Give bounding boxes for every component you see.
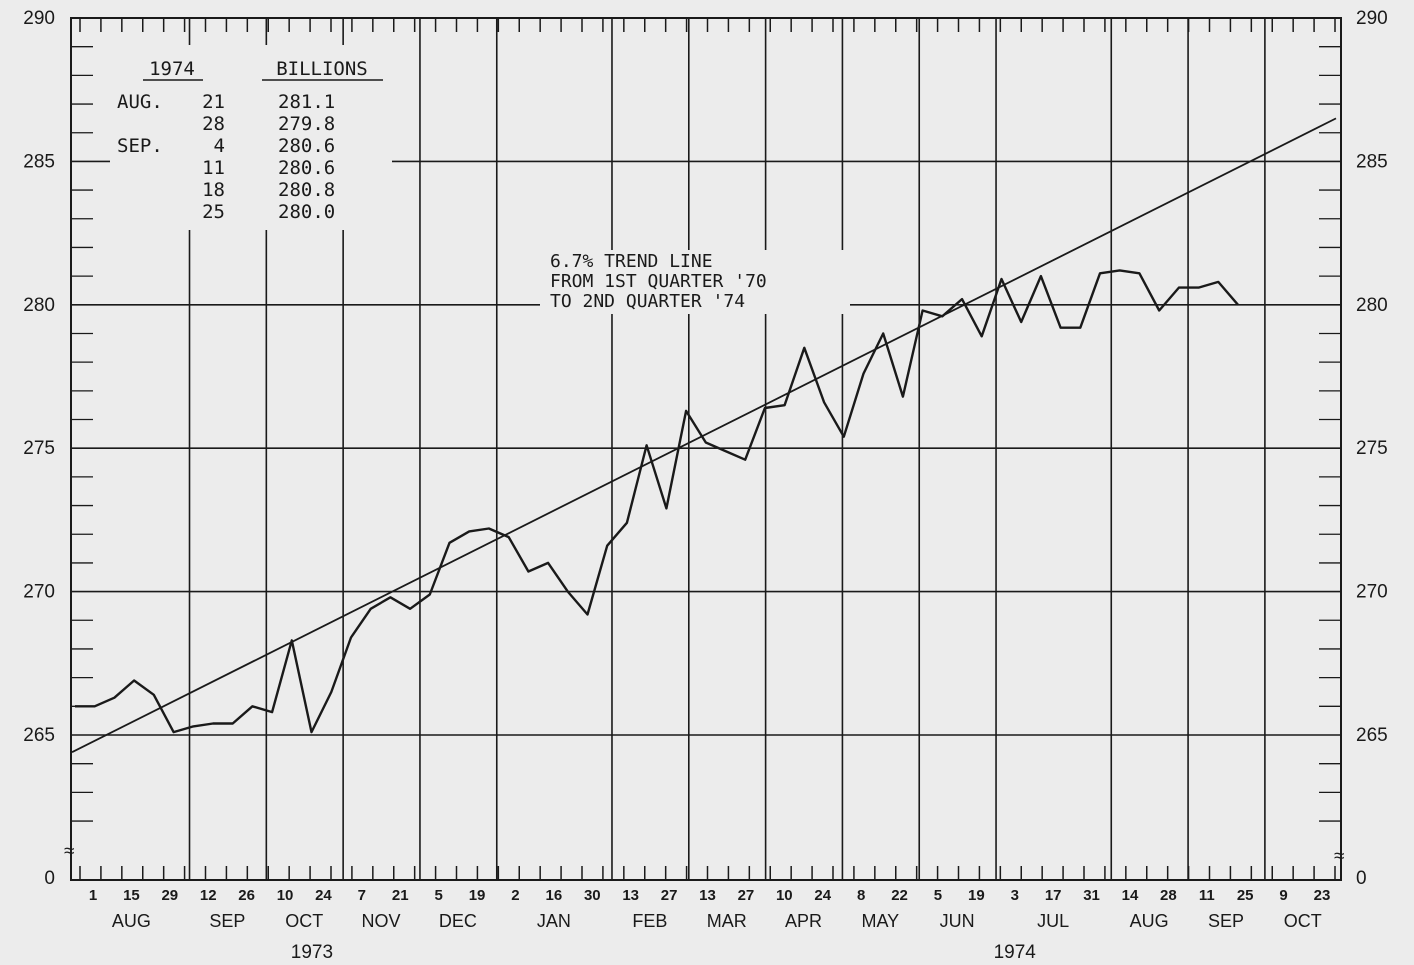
- series-line-trend: [71, 117, 1337, 754]
- table-row-month: AUG.: [117, 91, 163, 113]
- table-header-unit: BILLIONS: [276, 58, 368, 80]
- table-row-value: 279.8: [278, 113, 335, 135]
- x-tick-label: 13: [699, 887, 716, 904]
- series-line-money-stock: [75, 269, 1239, 734]
- x-month-label: JUN: [940, 911, 975, 931]
- x-tick-label: 16: [546, 887, 563, 904]
- x-tick-label: 24: [814, 887, 831, 904]
- x-tick-label: 5: [434, 887, 442, 904]
- x-month-label: APR: [785, 911, 822, 931]
- x-tick-label: 19: [968, 887, 985, 904]
- x-tick-label: 22: [891, 887, 908, 904]
- x-month-label: OCT: [285, 911, 323, 931]
- x-month-label: FEB: [632, 911, 667, 931]
- x-tick-label: 30: [584, 887, 601, 904]
- y-tick-label-right: 0: [1356, 868, 1367, 889]
- y-tick-label-right: 285: [1356, 151, 1388, 172]
- x-tick-label: 10: [776, 887, 793, 904]
- x-month-label: OCT: [1284, 911, 1322, 931]
- axis-break-left: ≈: [64, 841, 74, 862]
- data-table: 1974 BILLIONS AUG. 21 281.1 28 279.8 SEP. 4 280.6…: [117, 58, 383, 223]
- table-row-value: 280.6: [278, 135, 335, 157]
- table-row-value: 281.1: [278, 91, 335, 113]
- table-row-day: 25: [202, 201, 225, 223]
- x-tick-label: 13: [622, 887, 639, 904]
- x-tick-label: 23: [1314, 887, 1331, 904]
- table-row-day: 21: [202, 91, 225, 113]
- x-tick-label: 29: [161, 887, 178, 904]
- x-tick-label: 25: [1237, 887, 1254, 904]
- x-month-label: MAR: [707, 911, 747, 931]
- x-tick-label: 10: [277, 887, 294, 904]
- y-tick-label-left: 275: [23, 438, 55, 459]
- x-tick-label: 14: [1122, 887, 1139, 904]
- x-tick-label: 28: [1160, 887, 1177, 904]
- x-tick-label: 27: [661, 887, 678, 904]
- y-tick-label-right: 280: [1356, 295, 1388, 316]
- x-month-label: JUL: [1037, 911, 1069, 931]
- x-tick-label: 31: [1083, 887, 1100, 904]
- x-tick-label: 5: [934, 887, 942, 904]
- x-tick-label: 9: [1279, 887, 1287, 904]
- table-mask: [110, 45, 392, 230]
- x-month-label: AUG: [112, 911, 151, 931]
- x-tick-label: 7: [358, 887, 366, 904]
- table-row-value: 280.6: [278, 157, 335, 179]
- y-tick-label-left: 270: [23, 582, 55, 603]
- grid: [71, 18, 1341, 880]
- y-tick-label-right: 290: [1356, 8, 1388, 29]
- table-row-value: 280.0: [278, 201, 335, 223]
- series-group: [71, 117, 1337, 754]
- x-axis-labels: 1 15 29 12 26 10 24 7 21 5 19 2 16 30 13 27 13 27 10 24 8 22 5…: [89, 887, 1331, 963]
- table-row-value: 280.8: [278, 179, 335, 201]
- x-tick-label: 24: [315, 887, 332, 904]
- y-tick-label-left: 280: [23, 295, 55, 316]
- x-month-label: SEP: [209, 911, 245, 931]
- y-axis-labels: 290 290 285 285 280 280 275 275 270 270 265 265 0 0 ≈ ≈: [23, 8, 1387, 889]
- table-header-year: 1974: [149, 58, 195, 80]
- y-tick-label-left: 285: [23, 151, 55, 172]
- x-month-label: MAY: [861, 911, 899, 931]
- x-tick-label: 19: [469, 887, 486, 904]
- table-background: [110, 45, 392, 230]
- y-tick-label-right: 265: [1356, 725, 1388, 746]
- y-tick-label-right: 275: [1356, 438, 1388, 459]
- x-tick-label: 27: [738, 887, 755, 904]
- axis-break-right: ≈: [1334, 846, 1344, 867]
- x-tick-label: 8: [857, 887, 865, 904]
- x-year-label: 1973: [291, 942, 333, 963]
- x-month-label: NOV: [362, 911, 401, 931]
- x-year-label: 1974: [994, 942, 1037, 963]
- x-month-label: DEC: [439, 911, 477, 931]
- y-tick-label-left: 290: [23, 8, 55, 29]
- x-tick-label: 11: [1199, 887, 1215, 904]
- x-tick-label: 17: [1045, 887, 1062, 904]
- table-row-day: 18: [202, 179, 225, 201]
- x-tick-label: 3: [1011, 887, 1019, 904]
- x-month-label: AUG: [1130, 911, 1169, 931]
- table-row-day: 4: [214, 135, 225, 157]
- y-tick-label-right: 270: [1356, 582, 1388, 603]
- x-month-label: SEP: [1208, 911, 1244, 931]
- x-tick-label: 21: [392, 887, 409, 904]
- y-tick-label-left: 265: [23, 725, 55, 746]
- table-row-day: 11: [202, 157, 225, 179]
- x-tick-label: 12: [200, 887, 217, 904]
- annotation-mask: [540, 250, 850, 314]
- y-tick-label-left: 0: [44, 868, 55, 889]
- x-tick-label: 1: [89, 887, 97, 904]
- x-tick-label: 15: [123, 887, 140, 904]
- table-row-day: 28: [202, 113, 225, 135]
- annotation-line: 6.7% TREND LINE: [550, 251, 713, 272]
- x-tick-label: 2: [511, 887, 519, 904]
- annotation-line: TO 2ND QUARTER '74: [550, 291, 745, 312]
- table-row-month: SEP.: [117, 135, 163, 157]
- x-month-label: JAN: [537, 911, 571, 931]
- annotation-line: FROM 1ST QUARTER '70: [550, 271, 767, 292]
- x-tick-label: 26: [238, 887, 255, 904]
